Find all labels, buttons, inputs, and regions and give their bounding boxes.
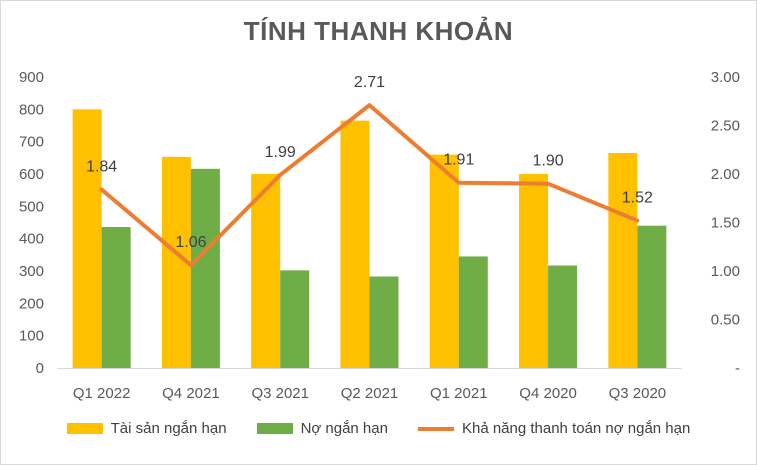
y-left-tick-label: 700 xyxy=(19,134,44,151)
bar-liabilities xyxy=(458,256,488,368)
bar-assets xyxy=(608,152,638,368)
bar-liabilities xyxy=(101,227,131,368)
bar-assets xyxy=(251,174,281,368)
x-tick-label: Q1 2021 xyxy=(430,385,488,402)
series-line-ratio xyxy=(99,103,640,268)
bar-assets xyxy=(340,120,370,369)
y-left-tick-label: 200 xyxy=(19,295,44,312)
y-left-tick-label: 800 xyxy=(19,101,44,118)
legend-item-ratio: Khả năng thanh toán nợ ngắn hạn xyxy=(417,420,691,437)
data-label-ratio: 2.71 xyxy=(354,74,385,91)
bar-liabilities xyxy=(280,270,310,368)
y-left-tick-label: 0 xyxy=(36,360,44,377)
data-label-ratio: 1.06 xyxy=(175,234,206,251)
x-tick-label: Q4 2021 xyxy=(162,385,220,402)
y-right-tick-label: 3.00 xyxy=(711,69,740,86)
y-right-tick-label: 0.50 xyxy=(711,312,740,329)
legend-label-ratio: Khả năng thanh toán nợ ngắn hạn xyxy=(461,420,691,437)
legend-swatch-liabilities xyxy=(256,423,293,434)
data-label-ratio: 1.91 xyxy=(443,152,474,169)
bar-assets xyxy=(519,174,549,368)
y-left-tick-label: 900 xyxy=(19,69,44,86)
bar-liabilities xyxy=(190,168,220,368)
legend-swatch-assets xyxy=(66,423,103,434)
legend-label-liabilities: Nợ ngắn hạn xyxy=(300,420,388,437)
y-right-tick-label: 2.00 xyxy=(711,166,740,183)
bar-liabilities xyxy=(369,276,399,368)
y-right-tick-label: 2.50 xyxy=(711,118,740,135)
bar-assets xyxy=(72,109,102,368)
legend-swatch-ratio xyxy=(417,426,454,431)
data-label-ratio: 1.90 xyxy=(533,153,564,170)
chart-legend: Tài sản ngắn hạn Nợ ngắn hạn Khả năng th… xyxy=(0,420,757,437)
y-left-tick-label: 100 xyxy=(19,328,44,345)
data-label-ratio: 1.84 xyxy=(86,159,117,176)
legend-item-liabilities: Nợ ngắn hạn xyxy=(256,420,388,437)
x-tick-label: Q3 2021 xyxy=(251,385,309,402)
data-label-ratio: 1.52 xyxy=(622,190,653,207)
y-right-tick-label: 1.50 xyxy=(711,215,740,232)
x-tick-label: Q4 2020 xyxy=(519,385,577,402)
y-right-tick-label: - xyxy=(735,360,740,377)
y-left-tick-label: 400 xyxy=(19,231,44,248)
y-left-tick-label: 600 xyxy=(19,166,44,183)
bar-liabilities xyxy=(548,265,578,368)
x-tick-label: Q1 2022 xyxy=(73,385,131,402)
x-tick-label: Q2 2021 xyxy=(341,385,399,402)
data-label-ratio: 1.99 xyxy=(265,144,296,161)
chart-title: TÍNH THANH KHOẢN xyxy=(243,16,514,46)
y-left-tick-label: 500 xyxy=(19,198,44,215)
bar-assets xyxy=(429,154,459,368)
bar-liabilities xyxy=(637,225,667,368)
x-tick-label: Q3 2020 xyxy=(609,385,667,402)
y-right-tick-label: 1.00 xyxy=(711,263,740,280)
y-left-tick-label: 300 xyxy=(19,263,44,280)
legend-label-assets: Tài sản ngắn hạn xyxy=(110,420,227,437)
legend-item-assets: Tài sản ngắn hạn xyxy=(66,420,227,437)
